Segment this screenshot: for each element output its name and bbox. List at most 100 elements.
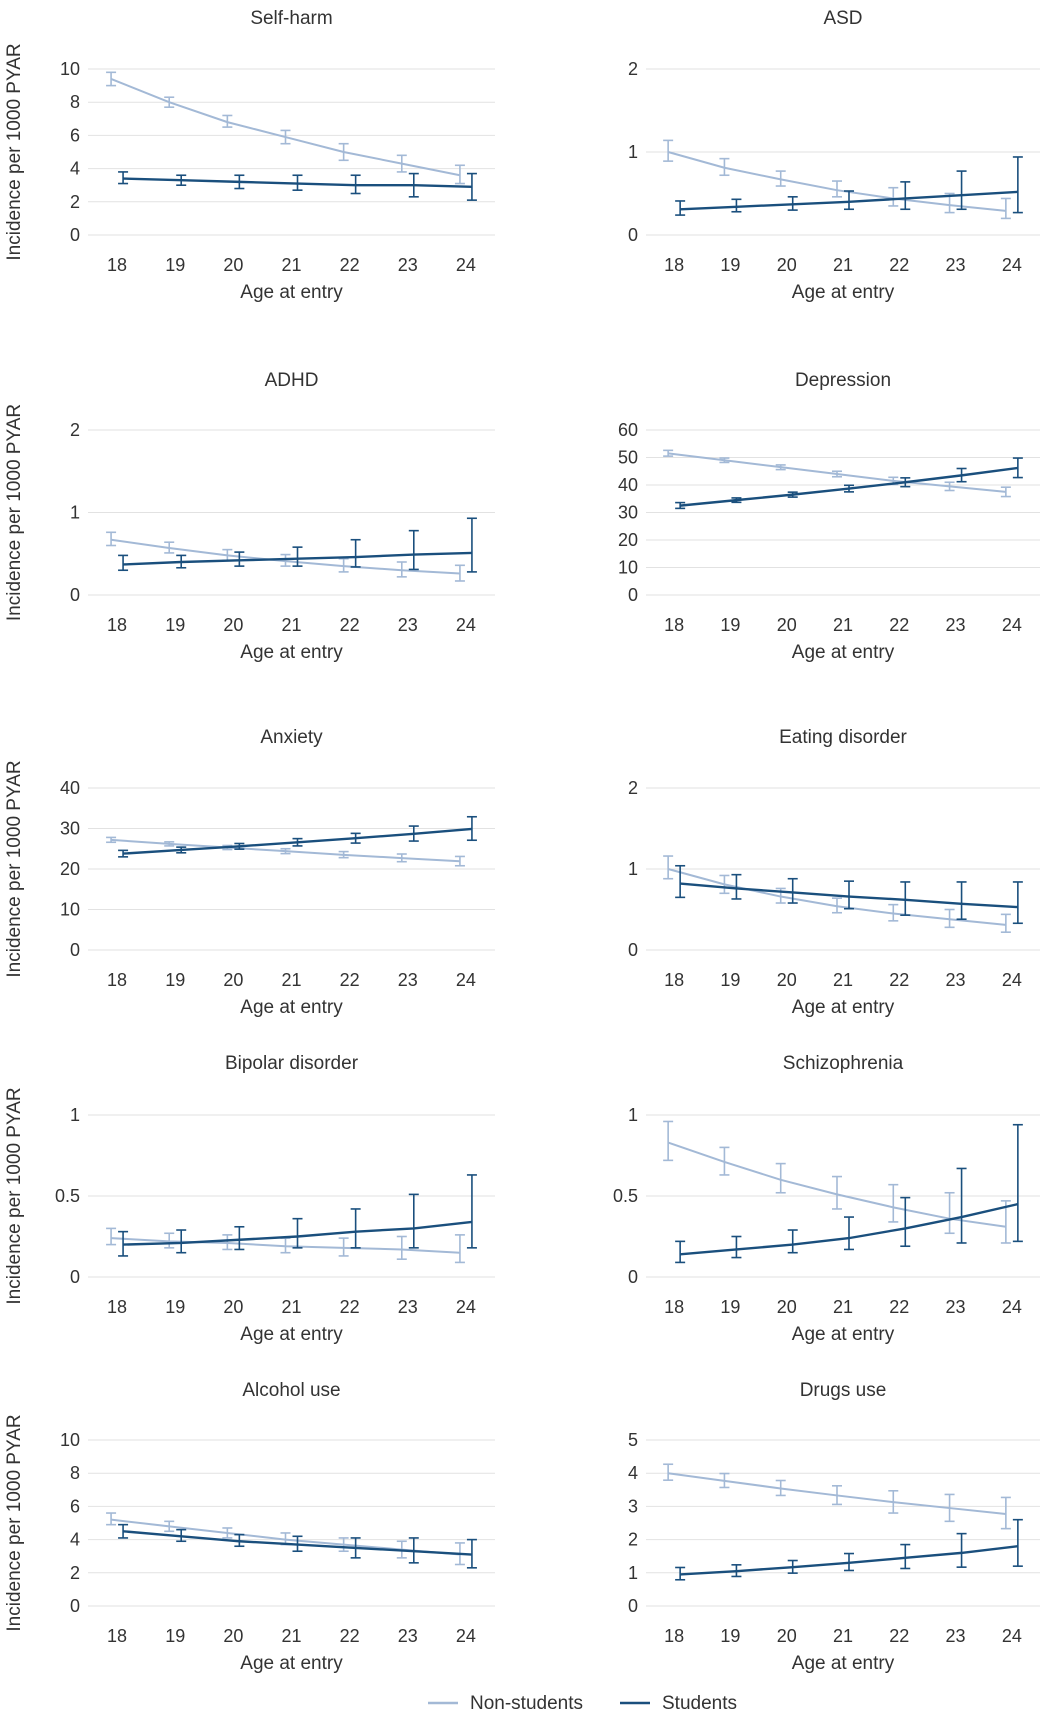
series-line	[123, 177, 472, 189]
error-bar	[118, 554, 129, 572]
y-tick-label: 0	[70, 585, 80, 605]
x-tick-label: 22	[340, 1626, 360, 1646]
error-bar	[350, 1208, 361, 1249]
x-tick-label: 22	[889, 970, 909, 990]
y-tick-label: 40	[618, 475, 638, 495]
y-tick-label: 1	[70, 503, 80, 523]
x-tick-label: 19	[720, 970, 740, 990]
x-tick-label: 21	[281, 970, 301, 990]
x-tick-label: 24	[1002, 970, 1022, 990]
series-line	[667, 151, 1006, 212]
error-bar	[1012, 457, 1023, 479]
y-tick-label: 0	[70, 1267, 80, 1287]
x-tick-label: 23	[946, 255, 966, 275]
chart-title: Drugs use	[800, 1380, 887, 1401]
y-tick-label: 10	[60, 1430, 80, 1450]
x-axis-label: Age at entry	[240, 1324, 343, 1345]
x-tick-label: 18	[107, 1626, 127, 1646]
chart-panel-asd: ASD 0 1 2 18 19 20 21 22 23 24 Age at entry	[628, 8, 1040, 303]
x-tick-label: 24	[456, 615, 476, 635]
error-bar	[900, 881, 911, 916]
error-bar	[1000, 197, 1011, 220]
chart-title: Alcohol use	[242, 1380, 340, 1401]
chart-title: Schizophrenia	[783, 1053, 904, 1074]
x-tick-label: 21	[281, 615, 301, 635]
error-bar	[663, 449, 674, 457]
y-tick-label: 40	[60, 778, 80, 798]
error-bar	[900, 1543, 911, 1570]
series-students	[675, 1518, 1023, 1581]
error-bar	[675, 1240, 686, 1264]
error-bar	[775, 1162, 786, 1194]
y-tick-label: 1	[628, 1563, 638, 1583]
x-tick-label: 19	[720, 1626, 740, 1646]
y-tick-label: 4	[70, 159, 80, 179]
y-tick-label: 0	[70, 1596, 80, 1616]
y-tick-label: 0	[628, 225, 638, 245]
series-students	[118, 517, 477, 573]
x-tick-label: 18	[664, 1626, 684, 1646]
error-bar	[292, 1217, 303, 1249]
x-axis-label: Age at entry	[792, 997, 895, 1018]
error-bar	[956, 1167, 967, 1244]
chart-title: ASD	[823, 8, 862, 29]
series-students	[675, 457, 1023, 510]
x-tick-label: 23	[398, 1626, 418, 1646]
error-bar	[944, 1191, 955, 1235]
series-non-students	[106, 1512, 465, 1566]
x-tick-label: 24	[456, 1297, 476, 1317]
series-non-students	[106, 531, 465, 582]
error-bar	[787, 1229, 798, 1254]
y-tick-label: 3	[628, 1496, 638, 1516]
x-tick-label: 20	[223, 615, 243, 635]
y-tick-label: 0	[628, 1267, 638, 1287]
x-tick-label: 21	[833, 1626, 853, 1646]
y-axis-label: Incidence per 1000 PYAR	[4, 404, 25, 621]
legend: Non-students Students	[428, 1693, 737, 1714]
chart-panel-adhd: ADHD 0 1 2 18 19 20 21 22 23 24 Age at entry Inciden…	[4, 370, 495, 663]
error-bar	[675, 864, 686, 899]
error-bar	[900, 181, 911, 211]
error-bar	[1012, 1518, 1023, 1567]
error-bar	[106, 1227, 117, 1246]
y-tick-label: 0	[70, 940, 80, 960]
y-tick-label: 2	[628, 778, 638, 798]
error-bar	[844, 1216, 854, 1251]
series-students	[118, 1523, 477, 1569]
x-tick-label: 22	[340, 1297, 360, 1317]
series-line	[680, 466, 1019, 507]
error-bar	[1000, 913, 1011, 933]
x-tick-label: 22	[889, 1626, 909, 1646]
x-tick-label: 21	[833, 1297, 853, 1317]
x-tick-label: 23	[946, 1297, 966, 1317]
error-bar	[663, 1463, 674, 1481]
x-tick-label: 21	[281, 1297, 301, 1317]
chart-title: ADHD	[265, 370, 319, 391]
y-axis-label: Incidence per 1000 PYAR	[4, 760, 25, 977]
y-tick-label: 20	[618, 530, 638, 550]
chart-panel-schizophrenia: Schizophrenia 0 0.5 1 18 19 20 21 22 23 24 Age at e…	[613, 1053, 1040, 1345]
error-bar	[454, 1234, 465, 1264]
series-line	[122, 827, 473, 855]
x-tick-label: 22	[889, 615, 909, 635]
x-tick-label: 24	[1002, 615, 1022, 635]
series-line	[668, 452, 1006, 493]
x-tick-label: 19	[165, 1297, 185, 1317]
error-bar	[956, 881, 967, 921]
error-bar	[663, 139, 674, 162]
y-tick-label: 4	[628, 1463, 638, 1483]
x-tick-label: 18	[107, 615, 127, 635]
x-tick-label: 20	[223, 255, 243, 275]
x-tick-label: 19	[165, 970, 185, 990]
y-tick-label: 60	[618, 420, 638, 440]
x-tick-label: 18	[107, 970, 127, 990]
x-tick-label: 23	[398, 970, 418, 990]
error-bar	[396, 1235, 407, 1260]
x-tick-label: 22	[889, 1297, 909, 1317]
error-bar	[832, 1175, 842, 1210]
x-tick-label: 20	[223, 970, 243, 990]
x-tick-label: 18	[107, 255, 127, 275]
series-line	[110, 538, 460, 575]
x-tick-label: 24	[1002, 1297, 1022, 1317]
